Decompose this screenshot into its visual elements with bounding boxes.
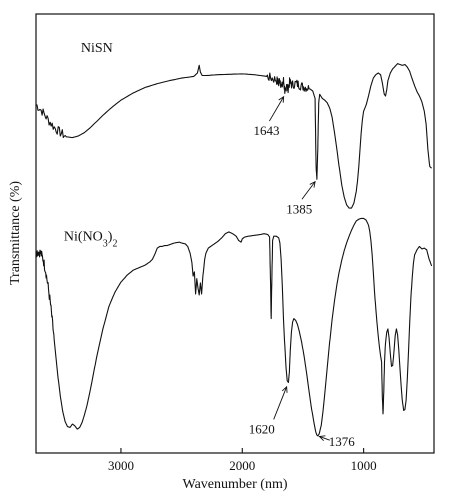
annotation-arrowhead-1643	[278, 95, 285, 103]
series-label-ni-no3-2: Ni(NO3)2	[64, 229, 118, 249]
annotation-arrowhead-1620	[281, 385, 288, 393]
series-label-nisn: NiSN	[81, 41, 113, 56]
x-axis-title: Wavenumber (nm)	[183, 477, 288, 492]
series-curves	[35, 63, 433, 437]
x-tick-label-3000: 3000	[108, 458, 134, 473]
annotation-arrowhead-1376	[318, 435, 326, 442]
annotation-arrow-1385	[301, 181, 316, 200]
annotation-1643: 1643	[254, 123, 280, 138]
annotation-arrow-1643	[269, 96, 285, 122]
x-tick-label-1000: 1000	[351, 458, 377, 473]
x-axis-ticks: 3000 2000 1000	[108, 448, 377, 473]
plot-frame	[35, 13, 435, 454]
peak-annotations: 1643 1385 1620 1376	[249, 95, 356, 449]
series-line-nisn	[35, 63, 432, 209]
annotation-1376: 1376	[329, 434, 356, 449]
annotation-arrow-1376	[319, 436, 330, 441]
y-axis-title: Transmittance (%)	[8, 181, 23, 285]
annotation-1385: 1385	[286, 201, 312, 216]
x-tick-label-2000: 2000	[229, 458, 255, 473]
annotation-arrow-1620	[273, 386, 288, 420]
series-line-ni-no3-2	[35, 217, 433, 437]
annotation-arrowhead-1385	[309, 180, 316, 188]
annotation-1620: 1620	[249, 421, 275, 436]
series-labels: NiSN Ni(NO3)2	[64, 41, 118, 249]
